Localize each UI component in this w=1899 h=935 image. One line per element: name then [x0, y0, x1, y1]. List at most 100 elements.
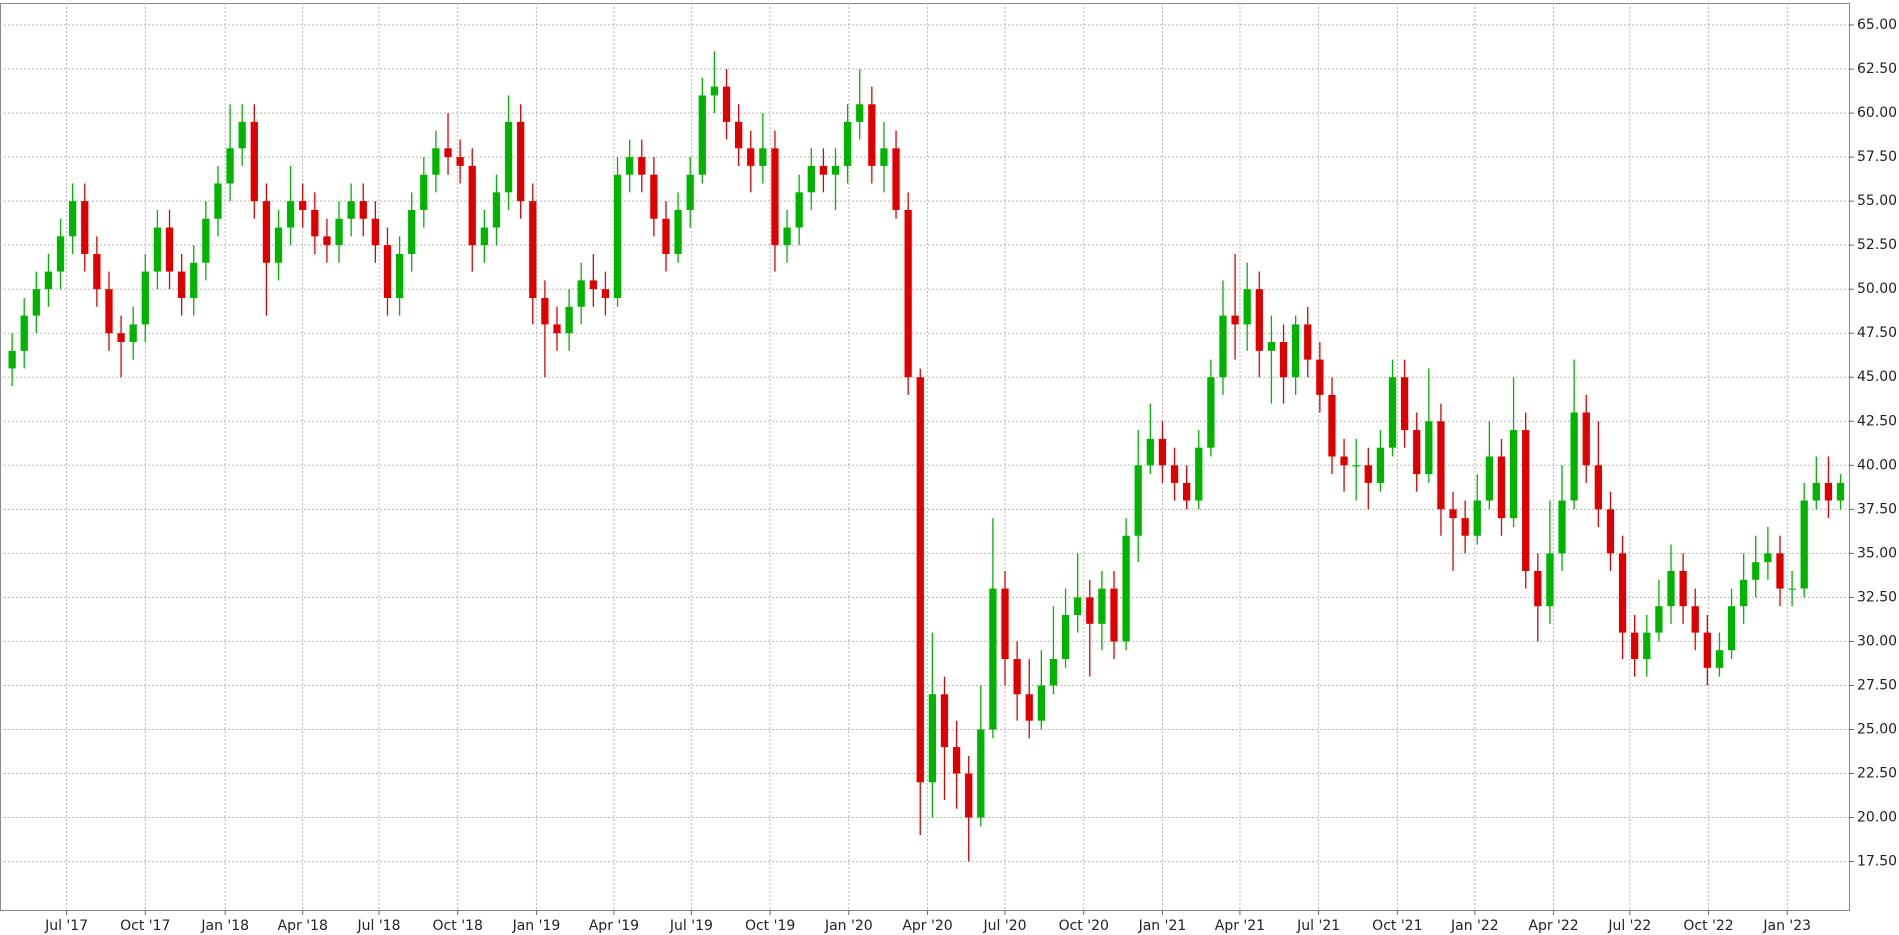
x-tick-label: Jul '17 — [44, 918, 88, 934]
candle-body — [940, 694, 949, 748]
candle-body — [1400, 377, 1409, 431]
x-tick-label: Oct '20 — [1059, 918, 1109, 934]
y-tick-label: 50.00 — [1857, 281, 1897, 297]
candle-body — [250, 121, 258, 202]
candle-body — [274, 227, 283, 263]
candle-body — [880, 148, 888, 166]
candle-body — [504, 121, 513, 193]
candle-body — [1461, 518, 1469, 536]
x-tick-label: Apr '20 — [902, 918, 952, 934]
candle-body — [1824, 482, 1833, 501]
candle-body — [1134, 465, 1142, 536]
candle-body — [722, 86, 731, 122]
candle-body — [444, 148, 452, 158]
candle-body — [1570, 412, 1578, 501]
candle-body — [1231, 315, 1239, 325]
candle-body — [553, 324, 561, 334]
candle-body — [1098, 588, 1106, 624]
candle-body — [1667, 570, 1675, 607]
candle-body — [517, 121, 525, 202]
candle-body — [141, 271, 149, 325]
candle-body — [335, 218, 343, 246]
candle-body — [1328, 394, 1336, 457]
candle-body — [1812, 482, 1820, 501]
x-tick-label: Jul '20 — [983, 918, 1027, 934]
x-tick-label: Oct '17 — [120, 918, 170, 934]
candle-body — [613, 174, 622, 298]
candle-body — [1558, 500, 1566, 554]
candle-body — [383, 245, 392, 298]
x-tick-label: Jan '22 — [1450, 918, 1499, 934]
candle-body — [734, 121, 743, 149]
candle-body — [771, 148, 779, 246]
candle-body — [1497, 456, 1506, 519]
candle-body — [1207, 377, 1215, 448]
candle-body — [44, 271, 53, 290]
candle-body — [408, 209, 416, 254]
candle-body — [1655, 606, 1663, 633]
x-tick-label: Jan '21 — [1138, 918, 1187, 934]
candle-body — [480, 227, 488, 246]
candle-body — [1388, 377, 1397, 448]
candle-body — [1304, 324, 1312, 360]
candle-body — [129, 324, 137, 343]
y-tick-label: 20.00 — [1857, 810, 1897, 826]
candle-body — [577, 280, 585, 307]
y-tick-label: 32.50 — [1857, 589, 1897, 605]
candle-body — [783, 227, 791, 246]
candle-body — [1049, 659, 1058, 686]
candle-body — [1340, 456, 1348, 466]
plot-area — [0, 3, 1850, 911]
candle-body — [1146, 438, 1154, 466]
candle-body — [8, 350, 16, 369]
x-tick-label: Oct '18 — [433, 918, 483, 934]
candle-body — [1582, 412, 1590, 466]
candle-body — [843, 121, 852, 166]
candle-body — [1013, 659, 1021, 695]
candle-body — [686, 174, 694, 210]
candle-body — [565, 306, 573, 334]
candle-body — [56, 236, 65, 272]
candle-body — [190, 262, 198, 298]
x-tick-label: Apr '18 — [278, 918, 328, 934]
candle-body — [1752, 562, 1760, 580]
candle-body — [1061, 615, 1070, 660]
candle-body — [456, 157, 464, 166]
candle-body — [1715, 650, 1724, 668]
candle-body — [1037, 685, 1045, 721]
x-tick-label: Apr '21 — [1215, 918, 1265, 934]
candle-body — [32, 289, 40, 316]
candle-body — [177, 271, 186, 298]
candle-body — [1413, 430, 1421, 475]
candle-body — [117, 333, 125, 343]
candle-body — [1740, 579, 1748, 607]
candle-body — [1473, 500, 1481, 536]
candle-body — [1534, 570, 1542, 607]
candle-body — [626, 157, 634, 175]
x-tick-label: Jan '23 — [1762, 918, 1811, 934]
x-tick-label: Jul '19 — [669, 918, 713, 934]
candle-body — [1449, 509, 1457, 519]
x-tick-label: Jul '22 — [1607, 918, 1651, 934]
candle-body — [965, 773, 973, 818]
candle-body — [359, 201, 367, 219]
candle-body — [226, 148, 234, 184]
candle-body — [1074, 597, 1082, 616]
candle-body — [856, 104, 864, 122]
candle-body — [1376, 447, 1385, 483]
x-tick-label: Jul '18 — [356, 918, 400, 934]
candle-body — [238, 121, 246, 149]
candle-body — [1836, 482, 1845, 501]
candle-body — [323, 236, 331, 246]
x-tick-label: Oct '21 — [1372, 918, 1422, 934]
candle-body — [1243, 289, 1251, 325]
candle-body — [1352, 465, 1360, 467]
y-tick-label: 60.00 — [1857, 105, 1897, 121]
y-tick-label: 35.00 — [1857, 545, 1897, 561]
y-tick-label: 57.50 — [1857, 149, 1897, 165]
candle-body — [1219, 315, 1227, 378]
candle-body — [916, 377, 924, 783]
candle-body — [1703, 632, 1711, 668]
candle-body — [1679, 570, 1687, 607]
